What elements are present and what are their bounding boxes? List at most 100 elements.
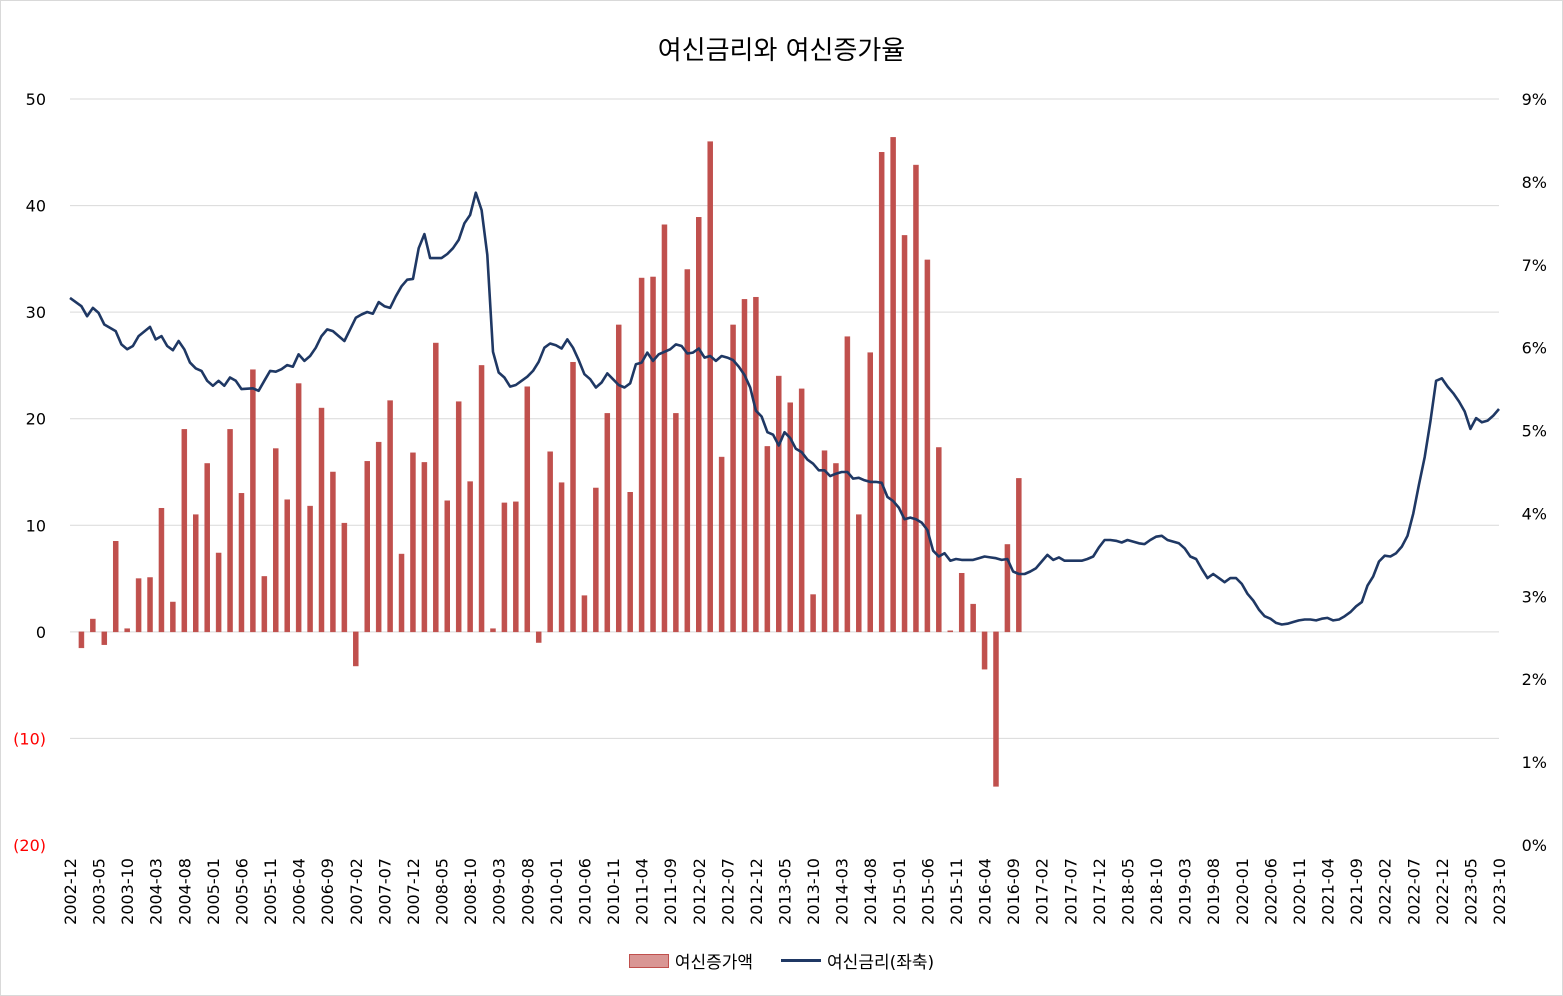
legend-label-line: 여신금리(좌축) [827,953,935,973]
bar [707,141,713,633]
bar [78,631,85,649]
x-tick-label: 2021-09 [1347,858,1366,925]
x-tick-label: 2015-01 [890,858,909,925]
bar [878,152,885,633]
legend-swatch-bars [628,953,669,968]
bar [261,576,268,633]
y-right-tick-label: 1% [1522,753,1547,772]
bar [433,342,439,633]
bar [501,502,508,633]
y-left-tick-label: 10 [26,516,46,535]
y-right-tick-label: 9% [1522,90,1547,109]
bar [833,463,839,633]
bar [924,259,931,633]
y-left-tick-label: 20 [26,410,46,429]
bar [524,386,531,633]
bar [193,514,199,633]
bar [570,361,576,633]
bar [741,299,748,633]
x-tick-label: 2010-11 [604,858,623,925]
x-tick-label: 2015-06 [918,858,937,925]
x-tick-label: 2005-06 [232,858,251,925]
bar [284,499,290,633]
x-tick-label: 2019-03 [1176,858,1195,925]
y-right-tick-label: 5% [1522,422,1547,441]
x-tick-label: 2007-07 [375,858,394,925]
chart-title: 여신금리와 여신증가율 [657,36,906,66]
bar [913,164,919,633]
bar [581,595,588,633]
bar [398,553,405,633]
bar [810,594,816,633]
bar [250,369,256,633]
bar [844,336,851,633]
x-tick-label: 2005-11 [261,858,280,925]
x-tick-label: 2010-06 [575,858,594,925]
bar [936,447,942,633]
x-tick-label: 2014-03 [833,858,852,925]
x-tick-label: 2022-12 [1433,858,1452,925]
bar [295,383,302,633]
y-left-tick-label: 40 [26,197,46,216]
bar [215,552,222,633]
bar [227,429,233,633]
x-tick-label: 2012-02 [690,858,709,925]
y-left-tick-label: (20) [13,836,46,855]
x-tick-label: 2005-01 [204,858,223,925]
bar [318,407,325,633]
y-right-tick-label: 2% [1522,670,1547,689]
x-tick-label: 2017-07 [1061,858,1080,925]
x-tick-label: 2013-05 [776,858,795,925]
bar [330,471,336,633]
bar [798,388,805,633]
bar [353,631,359,667]
bar [901,235,908,633]
bar [776,375,782,633]
x-tick-label: 2006-09 [318,858,337,925]
bar [867,352,873,633]
bar [993,631,999,787]
bar [890,137,896,633]
x-tick-label: 2008-05 [433,858,452,925]
x-tick-label: 2019-08 [1204,858,1223,925]
x-tick-label: 2003-05 [90,858,109,925]
x-tick-label: 2007-12 [404,858,423,925]
y-right-tick-label: 8% [1522,173,1547,192]
x-tick-label: 2021-04 [1319,858,1338,925]
bar [787,402,793,633]
x-tick-label: 2016-09 [1004,858,1023,925]
x-tick-label: 2020-06 [1261,858,1280,925]
bar [273,448,279,633]
bar [821,450,828,633]
x-tick-label: 2020-01 [1233,858,1252,925]
legend-label-bars: 여신증가액 [674,953,754,973]
y-right-tick-label: 7% [1522,256,1547,275]
x-tick-label: 2009-08 [518,858,537,925]
bar [547,451,553,633]
bar [364,461,370,633]
x-tick-label: 2015-11 [947,858,966,925]
bar [513,501,519,633]
bar [684,269,691,633]
bar [753,296,759,633]
bar [490,628,496,633]
x-tick-label: 2007-02 [347,858,366,925]
bar [1004,544,1011,633]
x-tick-label: 2018-05 [1118,858,1137,925]
x-tick-label: 2022-07 [1404,858,1423,925]
bar [307,505,313,633]
bar [856,514,862,633]
x-tick-label: 2004-03 [147,858,166,925]
x-tick-label: 2017-02 [1033,858,1052,925]
bar [170,601,176,633]
chart-legend: 여신증가액 여신금리(좌축) [0,948,1563,973]
bar [455,401,462,633]
bar [558,482,565,633]
x-tick-label: 2010-01 [547,858,566,925]
bar [444,500,451,633]
bar [661,224,668,633]
bar [421,462,428,633]
x-tick-label: 2014-08 [861,858,880,925]
bar [90,618,96,633]
x-tick-label: 2011-04 [633,858,652,925]
